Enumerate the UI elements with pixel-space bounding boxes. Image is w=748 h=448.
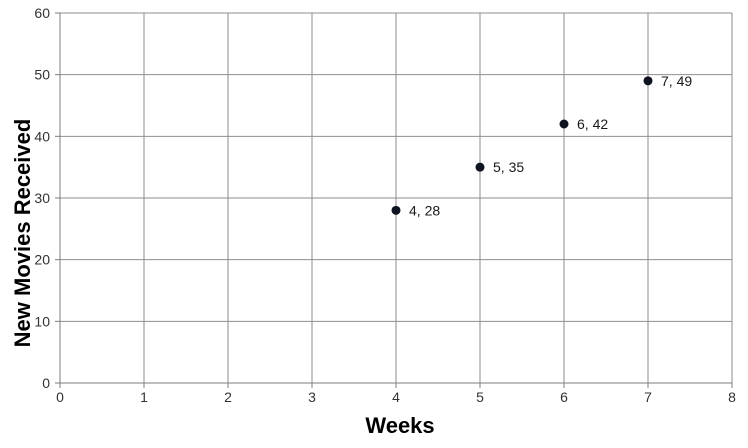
data-point (643, 76, 653, 86)
y-axis-tick-label: 0 (42, 375, 50, 391)
y-axis-tick-label: 40 (34, 128, 50, 144)
x-axis-tick-label: 2 (224, 389, 232, 405)
x-axis-tick-label: 1 (140, 389, 148, 405)
y-axis-tick-label: 20 (34, 252, 50, 268)
y-axis-tick-label: 30 (34, 190, 50, 206)
x-axis-tick-label: 7 (644, 389, 652, 405)
data-point-label: 6, 42 (577, 116, 608, 132)
x-axis-tick-label: 6 (560, 389, 568, 405)
data-point (391, 205, 401, 215)
data-point-label: 4, 28 (409, 202, 440, 218)
x-axis-tick-label: 5 (476, 389, 484, 405)
y-axis-tick-label: 10 (34, 313, 50, 329)
data-point-label: 7, 49 (661, 73, 692, 89)
y-axis-title: New Movies Received (10, 118, 35, 348)
y-axis-tick-label: 50 (34, 67, 50, 83)
x-axis-title: Weeks (365, 413, 435, 438)
data-point (475, 162, 485, 172)
data-point-label: 5, 35 (493, 159, 524, 175)
x-axis-tick-label: 0 (56, 389, 64, 405)
y-axis-tick-label: 60 (34, 5, 50, 21)
x-axis-tick-label: 3 (308, 389, 316, 405)
data-point (559, 119, 569, 129)
x-axis-tick-label: 8 (728, 389, 736, 405)
x-axis-tick-label: 4 (392, 389, 400, 405)
